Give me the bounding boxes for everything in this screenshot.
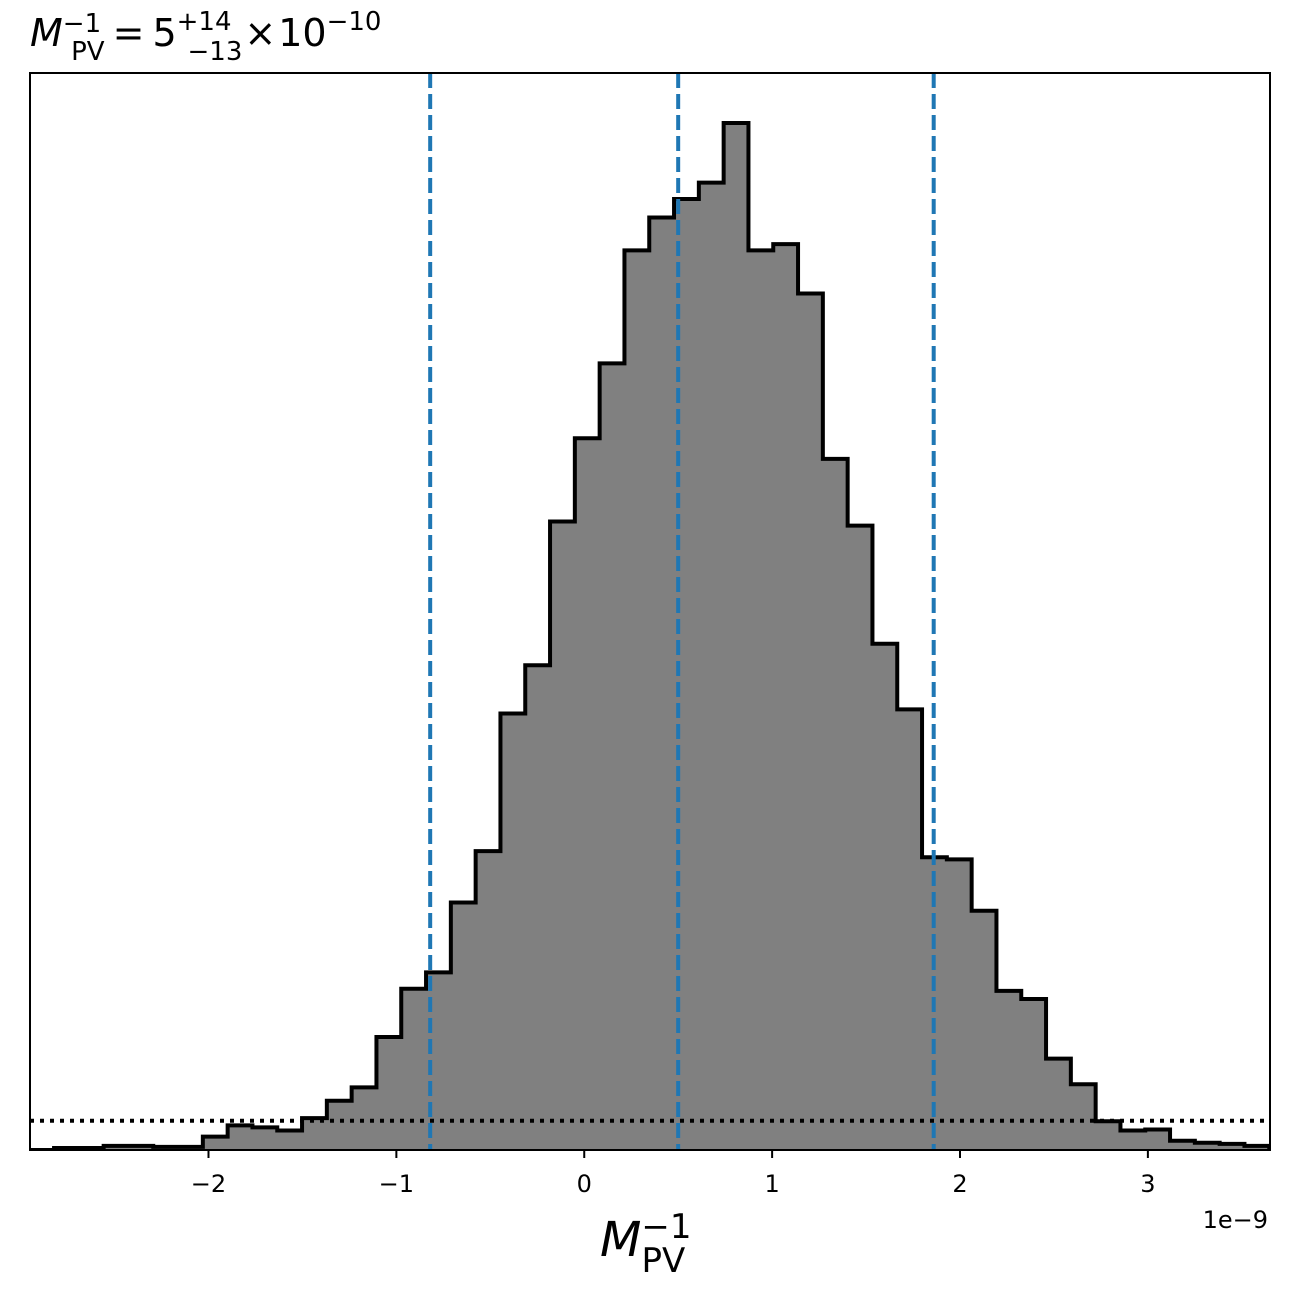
histogram-bar [376,1037,402,1150]
histogram-bar [277,1130,303,1150]
title-symbol: M [30,11,63,55]
plot-area [30,73,1270,1150]
title-subscript: PV [71,37,105,67]
x-tick-label: 2 [952,1170,967,1198]
title-equals: = [113,11,145,55]
x-tick-label: −1 [379,1170,414,1198]
histogram-bar [326,1100,353,1150]
histogram-bar [128,1145,154,1150]
histogram-bar [1219,1143,1245,1150]
histogram-bar [1095,1121,1121,1150]
histogram-bar [227,1125,253,1150]
title-base: 10 [278,11,326,55]
title-superscript: −1 [63,9,101,39]
histogram-bar [450,902,477,1150]
histogram-bar [649,217,675,1150]
histogram-bar [1046,1058,1072,1150]
histogram-bar [723,123,749,1150]
histogram-bar [401,988,427,1150]
histogram-bar [202,1136,229,1150]
histogram-bar [624,250,650,1150]
histogram-bar [822,458,849,1150]
histogram-bar [302,1118,328,1150]
histogram-bar [500,713,526,1150]
xlabel-superscript: −1 [641,1207,691,1247]
x-axis-offset-label: 1e−9 [1203,1206,1268,1234]
chart-title: M−1 PV = 5+14 −13×10−10 [30,7,381,67]
histogram-bar [599,363,625,1150]
histogram-bar [574,438,601,1150]
histogram-bar [897,709,923,1150]
title-minus-error: −13 [188,37,243,67]
title-exponent: −10 [327,7,382,37]
histogram-bar [1244,1145,1270,1150]
xlabel-subscript: PV [642,1241,686,1281]
histogram-bar [946,859,973,1150]
histogram-bar [1170,1140,1196,1150]
histogram-bar [103,1145,129,1150]
histogram-bar [351,1087,377,1150]
title-times: × [244,11,276,55]
histogram-outline [30,121,1270,1150]
histogram-bar [698,182,725,1150]
histogram-bar [1070,1084,1097,1150]
xlabel-symbol: M [600,1212,641,1268]
x-axis-label: M−1 PV [600,1207,692,1281]
histogram-bar [475,851,501,1150]
histogram-bar [996,990,1022,1150]
axes: −2 −1 0 1 2 3 [29,72,1271,1198]
x-tick-label: 1 [764,1170,779,1198]
x-tick-label: 0 [577,1170,592,1198]
histogram-bar [971,910,997,1150]
x-tick-label: −2 [191,1170,226,1198]
histogram-bar [1194,1142,1221,1150]
histogram-bar [252,1127,278,1150]
histogram-bar [1120,1130,1146,1150]
title-plus-error: +14 [177,7,232,37]
histogram-bar [1145,1129,1171,1150]
histogram-bar [748,250,774,1150]
histogram-bar [525,665,551,1150]
histogram-bar [1021,999,1047,1150]
histogram-bar [847,525,873,1150]
histogram-bar [550,521,576,1150]
axes-frame [29,72,1271,1151]
x-tick-label: 3 [1140,1170,1155,1198]
title-median: 5 [152,11,176,55]
histogram-bar [773,244,799,1150]
histogram-bar [798,293,824,1150]
histogram-bar [872,643,898,1150]
